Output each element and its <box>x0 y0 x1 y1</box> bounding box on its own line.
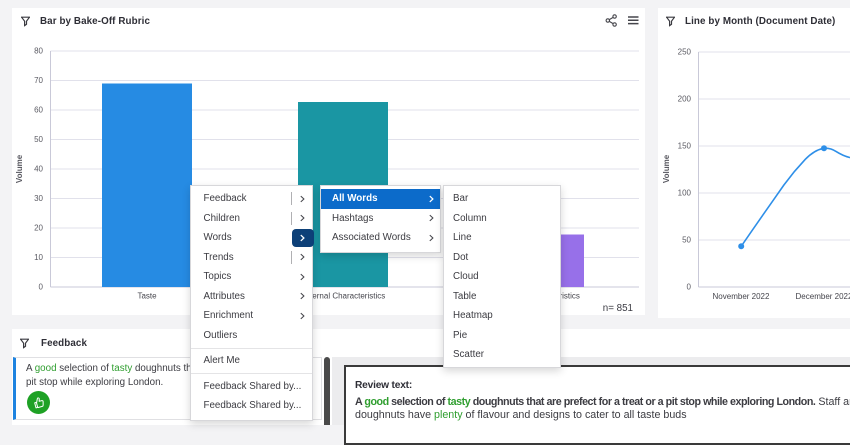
svg-text:0: 0 <box>39 283 44 292</box>
svg-text:10: 10 <box>34 253 43 262</box>
svg-text:External Characteristics: External Characteristics <box>301 292 385 301</box>
svg-text:Volume: Volume <box>15 154 24 183</box>
svg-text:0: 0 <box>687 283 692 292</box>
svg-text:150: 150 <box>678 142 692 151</box>
svg-text:December 2022: December 2022 <box>796 292 850 301</box>
svg-text:Taste: Taste <box>137 292 157 301</box>
svg-text:n= 851: n= 851 <box>603 303 633 314</box>
svg-text:30: 30 <box>34 194 43 203</box>
svg-text:60: 60 <box>34 106 43 115</box>
svg-text:20: 20 <box>34 224 43 233</box>
svg-text:November 2022: November 2022 <box>713 292 770 301</box>
svg-text:250: 250 <box>678 48 692 57</box>
svg-text:50: 50 <box>34 135 43 144</box>
svg-text:200: 200 <box>678 95 692 104</box>
svg-text:70: 70 <box>34 76 43 85</box>
svg-text:Volume: Volume <box>662 154 671 183</box>
svg-text:100: 100 <box>678 189 692 198</box>
svg-text:80: 80 <box>34 47 43 56</box>
svg-text:50: 50 <box>682 236 691 245</box>
svg-text:40: 40 <box>34 165 43 174</box>
